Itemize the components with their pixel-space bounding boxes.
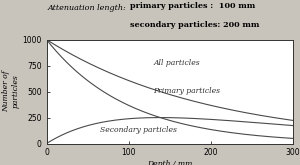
X-axis label: Depth / mm: Depth / mm (147, 160, 192, 165)
Y-axis label: Number of
particles: Number of particles (2, 71, 20, 112)
Text: All particles: All particles (153, 59, 200, 66)
Text: Primary particles: Primary particles (153, 87, 220, 95)
Text: secondary particles: 200 mm: secondary particles: 200 mm (130, 21, 260, 29)
Text: Attenuation length:: Attenuation length: (47, 4, 126, 12)
Text: primary particles :  100 mm: primary particles : 100 mm (130, 2, 256, 10)
Text: Secondary particles: Secondary particles (100, 126, 177, 134)
